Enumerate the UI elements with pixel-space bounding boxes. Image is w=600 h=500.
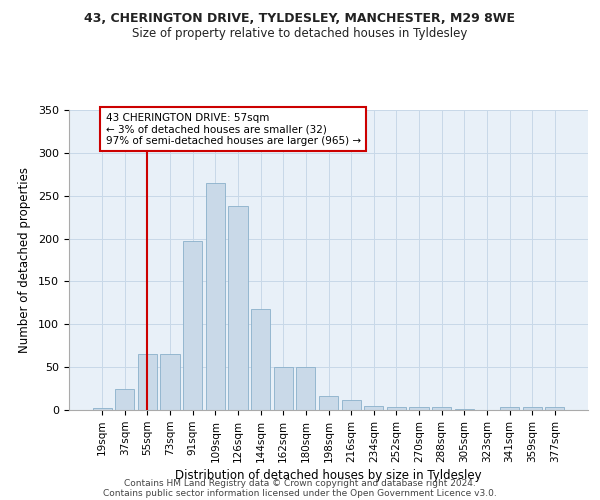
Bar — [251, 309, 270, 410]
Bar — [523, 408, 542, 410]
X-axis label: Distribution of detached houses by size in Tyldesley: Distribution of detached houses by size … — [175, 469, 482, 482]
Bar — [92, 408, 112, 410]
Bar — [183, 241, 202, 410]
Bar — [274, 367, 293, 410]
Bar — [455, 409, 474, 410]
Bar — [160, 354, 180, 410]
Bar — [364, 406, 383, 410]
Bar — [296, 367, 316, 410]
Text: Contains public sector information licensed under the Open Government Licence v3: Contains public sector information licen… — [103, 488, 497, 498]
Bar — [432, 406, 451, 410]
Bar — [545, 408, 565, 410]
Text: 43, CHERINGTON DRIVE, TYLDESLEY, MANCHESTER, M29 8WE: 43, CHERINGTON DRIVE, TYLDESLEY, MANCHES… — [85, 12, 515, 26]
Bar — [115, 388, 134, 410]
Bar — [409, 406, 428, 410]
Text: 43 CHERINGTON DRIVE: 57sqm
← 3% of detached houses are smaller (32)
97% of semi-: 43 CHERINGTON DRIVE: 57sqm ← 3% of detac… — [106, 112, 361, 146]
Bar — [341, 400, 361, 410]
Text: Contains HM Land Registry data © Crown copyright and database right 2024.: Contains HM Land Registry data © Crown c… — [124, 478, 476, 488]
Y-axis label: Number of detached properties: Number of detached properties — [18, 167, 31, 353]
Bar — [206, 183, 225, 410]
Bar — [319, 396, 338, 410]
Text: Size of property relative to detached houses in Tyldesley: Size of property relative to detached ho… — [133, 28, 467, 40]
Bar — [387, 406, 406, 410]
Bar — [138, 354, 157, 410]
Bar — [500, 406, 519, 410]
Bar — [229, 206, 248, 410]
